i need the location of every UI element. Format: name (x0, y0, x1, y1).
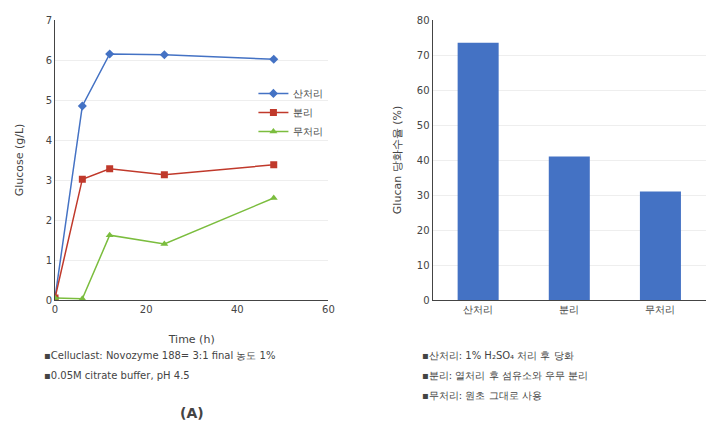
svg-text:70: 70 (417, 50, 430, 61)
svg-text:60: 60 (417, 85, 430, 96)
svg-text:(A): (A) (180, 405, 204, 421)
svg-text:무처리: 무처리 (645, 304, 675, 315)
svg-text:분리: 분리 (293, 107, 313, 118)
svg-text:0: 0 (423, 295, 429, 306)
svg-text:Glucose (g/L): Glucose (g/L) (13, 124, 26, 197)
svg-text:3: 3 (46, 175, 52, 186)
svg-text:Time (h): Time (h) (168, 333, 215, 346)
svg-text:산처리: 산처리 (293, 88, 323, 99)
svg-text:▪산처리: 1% H₂SO₄ 처리 후 당화: ▪산처리: 1% H₂SO₄ 처리 후 당화 (422, 350, 574, 361)
svg-text:40: 40 (417, 155, 430, 166)
svg-text:4: 4 (46, 135, 52, 146)
svg-text:5: 5 (46, 95, 52, 106)
svg-text:50: 50 (417, 120, 430, 131)
svg-text:20: 20 (417, 225, 430, 236)
svg-text:Glucan 당화수율 (%): Glucan 당화수율 (%) (391, 106, 404, 214)
svg-text:30: 30 (417, 190, 430, 201)
svg-text:6: 6 (46, 55, 52, 66)
svg-text:▪0.05M citrate buffer, pH 4.5: ▪0.05M citrate buffer, pH 4.5 (44, 370, 190, 381)
svg-text:분리: 분리 (559, 304, 579, 315)
svg-text:40: 40 (231, 304, 244, 315)
svg-text:10: 10 (417, 260, 430, 271)
svg-text:20: 20 (140, 304, 153, 315)
svg-text:산처리: 산처리 (463, 304, 493, 315)
svg-text:0: 0 (46, 295, 52, 306)
svg-text:1: 1 (46, 255, 52, 266)
svg-text:60: 60 (322, 304, 335, 315)
svg-text:0: 0 (52, 304, 58, 315)
svg-text:▪분리: 열처리 후 섬유소와 우무 분리: ▪분리: 열처리 후 섬유소와 우무 분리 (422, 370, 588, 381)
svg-text:▪Celluclast: Novozyme 188= 3:1: ▪Celluclast: Novozyme 188= 3:1 final 농도 … (44, 350, 275, 361)
svg-text:2: 2 (46, 215, 52, 226)
svg-text:▪무처리: 원초 그대로 사용: ▪무처리: 원초 그대로 사용 (422, 390, 542, 401)
svg-text:무처리: 무처리 (293, 126, 323, 137)
svg-text:80: 80 (417, 15, 430, 26)
svg-text:7: 7 (46, 15, 52, 26)
